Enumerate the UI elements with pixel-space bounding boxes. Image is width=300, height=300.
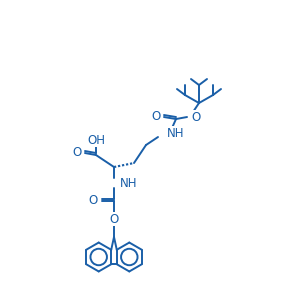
Text: O: O <box>152 110 161 122</box>
Text: O: O <box>73 146 82 158</box>
Text: O: O <box>191 110 200 124</box>
Text: O: O <box>89 194 98 206</box>
Text: NH: NH <box>167 127 184 140</box>
Text: OH: OH <box>87 134 105 146</box>
Text: O: O <box>110 212 118 226</box>
Text: NH: NH <box>120 176 137 190</box>
